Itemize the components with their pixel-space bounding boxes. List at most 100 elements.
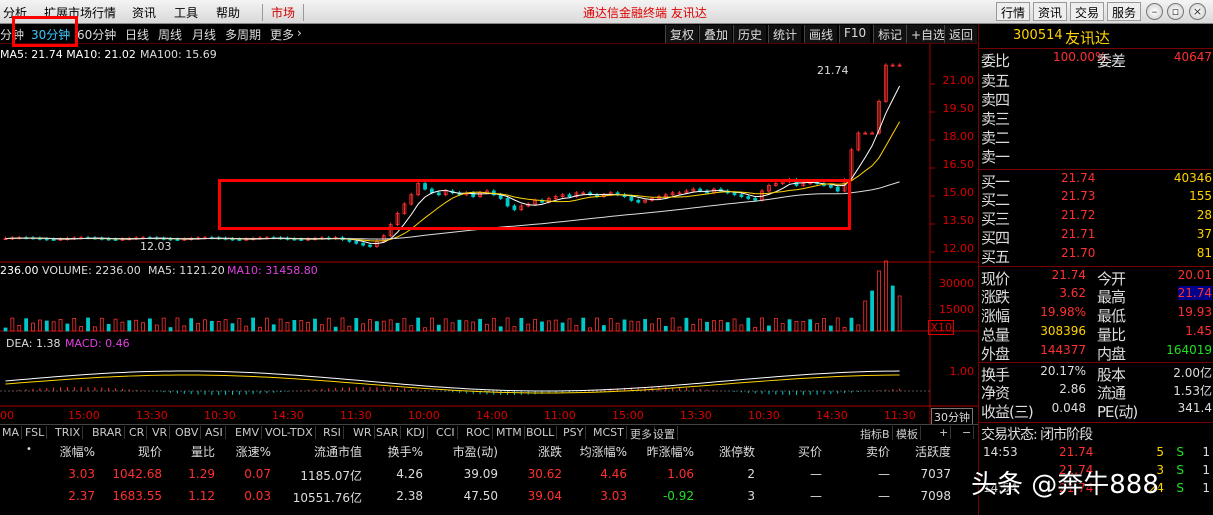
period-multi[interactable]: 多周期 xyxy=(225,28,262,42)
indicator-tab[interactable]: MA xyxy=(0,426,23,439)
indicator-tab[interactable]: MTM xyxy=(494,426,525,439)
candle-body xyxy=(175,239,180,241)
indicator-tab[interactable]: KDJ xyxy=(404,426,428,439)
indicator-tab[interactable]: VR xyxy=(150,426,171,439)
draw-button[interactable]: 画线 xyxy=(804,25,838,43)
minimize-icon[interactable]: – xyxy=(1146,3,1163,20)
add-watchlist-button[interactable]: +自选 xyxy=(906,25,950,43)
indicator-tab[interactable]: SAR xyxy=(374,426,402,439)
stat-value: 20.01 xyxy=(1177,268,1212,282)
candle-body xyxy=(368,244,372,247)
overlay-button[interactable]: 叠加 xyxy=(699,25,733,43)
period-toolbar: 分钟 30分钟 60分钟 日线 周线 月线 多周期 更多 › 复权 叠加 历史 … xyxy=(0,16,978,47)
indicator-tab[interactable]: OBV xyxy=(173,426,202,439)
table-cell: 2.38 xyxy=(396,489,423,503)
indicator-tab[interactable]: CCI xyxy=(434,426,458,439)
restore-icon[interactable]: ▫ xyxy=(1167,3,1184,20)
bid-volume: 37 xyxy=(1196,227,1212,241)
period-30min[interactable]: 30分钟 xyxy=(31,28,71,42)
ask-label: 卖二 xyxy=(981,129,1010,147)
volume-bar xyxy=(86,317,90,332)
indicator-tab[interactable]: BOLL xyxy=(524,426,558,439)
volume-bar xyxy=(890,285,895,332)
indicator-tab[interactable]: PSY xyxy=(561,426,587,439)
table-cell: — xyxy=(810,489,822,503)
kline-svg xyxy=(0,44,978,424)
volume-bar xyxy=(127,320,132,332)
indicator-tab[interactable]: VOL-TDX xyxy=(263,426,316,439)
price-tick: 16.50 xyxy=(942,158,975,171)
back-button[interactable]: 返回 xyxy=(944,25,978,43)
period-day[interactable]: 日线 xyxy=(125,28,150,42)
indicator-tab[interactable]: EMV xyxy=(233,426,262,439)
time-tick: 00 xyxy=(0,409,14,422)
table-cell: 3 xyxy=(747,489,755,503)
indicator-tab[interactable]: FSL xyxy=(23,426,48,439)
volume-bar xyxy=(546,320,551,332)
volume-bar xyxy=(120,321,125,332)
menu-help[interactable]: 帮助 xyxy=(216,6,241,20)
candle-body xyxy=(402,203,407,214)
indicator-tab[interactable]: 设置 xyxy=(651,426,678,442)
indicator-tab[interactable]: MCST xyxy=(591,426,627,439)
period-more[interactable]: 更多 xyxy=(270,28,295,42)
bid-volume: 40346 xyxy=(1173,171,1212,185)
indicator-option[interactable]: 模板 xyxy=(894,426,921,442)
indicator-tab[interactable]: WR xyxy=(351,426,375,439)
close-icon[interactable]: × xyxy=(1189,3,1206,20)
indicator-tab[interactable]: CR xyxy=(127,426,148,439)
chevron-right-icon[interactable]: › xyxy=(297,26,302,40)
volume-bar xyxy=(93,326,97,332)
indicator-tab[interactable]: TRIX xyxy=(53,426,84,439)
stat-value: 0.048 xyxy=(1051,401,1086,415)
candle-body xyxy=(471,192,476,197)
tick-direction: S xyxy=(1176,445,1184,459)
history-button[interactable]: 历史 xyxy=(733,25,767,43)
minus-icon[interactable]: − xyxy=(960,426,975,439)
service-button[interactable]: 服务 xyxy=(1107,2,1142,21)
f10-button[interactable]: F10 xyxy=(839,25,871,43)
news-button[interactable]: 资讯 xyxy=(1033,2,1068,21)
macd-group xyxy=(0,370,930,395)
volume-bar xyxy=(650,323,654,332)
indicator-option[interactable]: 指标B xyxy=(858,426,893,442)
table-cell: 47.50 xyxy=(463,489,498,503)
stat-value: 341.4 xyxy=(1177,401,1212,415)
quote-button[interactable]: 行情 xyxy=(996,2,1031,21)
volume-bar xyxy=(134,319,139,332)
indicator-tab[interactable]: 更多 xyxy=(628,426,655,442)
stat-row: 净资 2.86 流通 1.53亿 xyxy=(979,381,1213,402)
table-cell: 1185.07亿 xyxy=(300,469,362,483)
mark-button[interactable]: 标记 xyxy=(873,25,907,43)
trade-button[interactable]: 交易 xyxy=(1070,2,1105,21)
indicator-tab[interactable]: BRAR xyxy=(90,426,125,439)
volume-bar xyxy=(319,324,324,332)
menu-market[interactable]: 市场 xyxy=(262,4,305,21)
candle-body xyxy=(677,192,682,195)
indicator-tab[interactable]: RSI xyxy=(321,426,344,439)
period-month[interactable]: 月线 xyxy=(192,28,217,42)
table-header: 涨速% xyxy=(235,445,271,459)
plus-icon[interactable]: + xyxy=(937,426,952,439)
statistics-button[interactable]: 统计 xyxy=(768,25,802,43)
menu-tools[interactable]: 工具 xyxy=(174,6,199,20)
stat-label: 股本 xyxy=(1097,366,1126,384)
indicator-tab[interactable]: ROC xyxy=(464,426,493,439)
indicator-tab[interactable]: ASI xyxy=(203,426,226,439)
period-week[interactable]: 周线 xyxy=(158,28,183,42)
weicha-label: 委差 xyxy=(1097,52,1126,70)
volume-bar xyxy=(567,318,572,332)
period-60min[interactable]: 60分钟 xyxy=(77,28,117,42)
candle-body xyxy=(856,132,861,151)
chart-area[interactable]: MA5: 21.74 MA10: 21.02 MA100: 15.69 21.7… xyxy=(0,44,978,426)
volume-bar xyxy=(622,319,627,332)
stat-label: 净资 xyxy=(981,384,1010,402)
weicha-value: 40647 xyxy=(1173,50,1212,64)
stat-row: 总量 308396 量比 1.45 xyxy=(979,323,1213,344)
volume-bar xyxy=(856,324,861,332)
adjust-button[interactable]: 复权 xyxy=(665,25,699,43)
menu-news[interactable]: 资讯 xyxy=(132,6,157,20)
stat-row: 现价 21.74 今开 20.01 xyxy=(979,266,1213,288)
stat-row: 换手 20.17% 股本 2.00亿 xyxy=(979,362,1213,384)
volume-bar xyxy=(753,327,758,332)
